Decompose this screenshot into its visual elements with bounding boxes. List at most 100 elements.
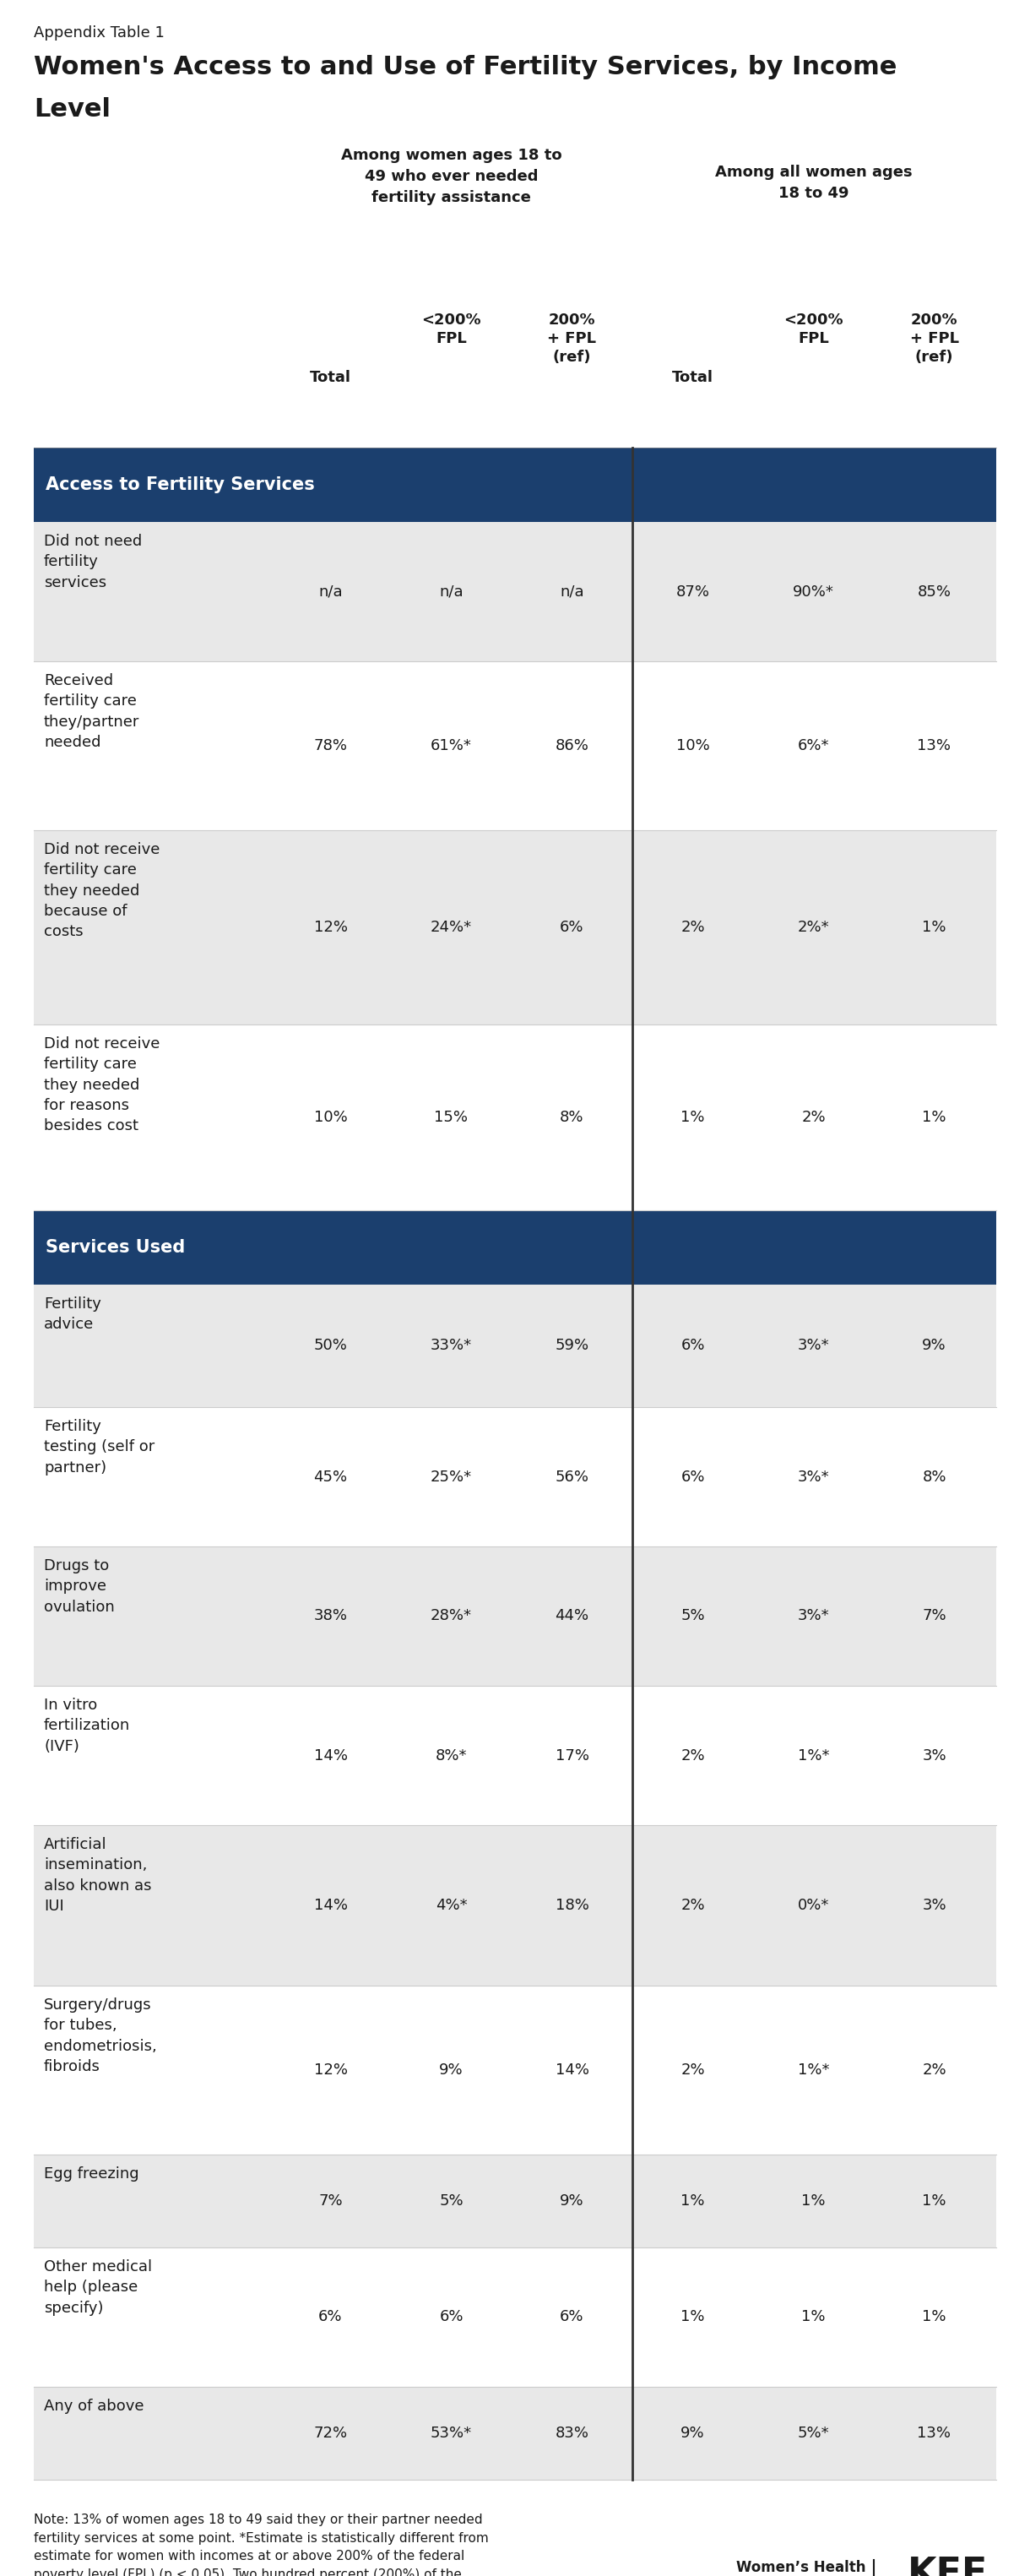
Text: <200%: <200% [784,312,844,327]
Text: Artificial
insemination,
also known as
IUI: Artificial insemination, also known as I… [44,1837,151,1914]
Bar [34,2154,996,2246]
Bar [34,1211,996,1285]
Bar [34,1406,996,1546]
Text: 15%: 15% [435,1110,469,1126]
Text: 2%*: 2%* [797,920,829,935]
Text: Appendix Table 1: Appendix Table 1 [34,26,165,41]
Text: 1%: 1% [922,2192,947,2208]
Text: 5%*: 5%* [797,2427,829,2442]
Bar [34,1285,996,1406]
Text: 9%: 9% [681,2427,705,2442]
Text: 83%: 83% [555,2427,589,2442]
Text: Drugs to
improve
ovulation: Drugs to improve ovulation [44,1558,114,1615]
Text: FPL: FPL [798,332,829,345]
Text: 3%*: 3%* [797,1607,829,1623]
Text: n/a: n/a [439,585,464,600]
Text: n/a: n/a [560,585,584,600]
Text: Did not receive
fertility care
they needed
for reasons
besides cost: Did not receive fertility care they need… [44,1036,160,1133]
Text: 28%*: 28%* [431,1607,472,1623]
Text: Women’s Health
Survey 2024: Women’s Health Survey 2024 [735,2561,865,2576]
Text: 13%: 13% [918,2427,951,2442]
Text: 200%: 200% [911,312,958,327]
Text: 2%: 2% [681,920,705,935]
Text: 2%: 2% [681,1749,705,1762]
Text: 3%: 3% [922,1749,947,1762]
Text: 25%*: 25%* [431,1468,472,1484]
Text: 56%: 56% [555,1468,589,1484]
Text: Did not need
fertility
services: Did not need fertility services [44,533,142,590]
Text: 1%: 1% [801,2192,825,2208]
Text: 3%: 3% [922,1899,947,1914]
Text: 0%*: 0%* [797,1899,829,1914]
Text: Women's Access to and Use of Fertility Services, by Income: Women's Access to and Use of Fertility S… [34,54,897,80]
Text: FPL: FPL [436,332,467,345]
Text: 33%*: 33%* [431,1340,472,1352]
Text: 17%: 17% [555,1749,589,1762]
Text: 24%*: 24%* [431,920,472,935]
Text: Surgery/drugs
for tubes,
endometriosis,
fibroids: Surgery/drugs for tubes, endometriosis, … [44,1996,157,2074]
Text: Note: 13% of women ages 18 to 49 said they or their partner needed
fertility ser: Note: 13% of women ages 18 to 49 said th… [34,2514,488,2576]
Text: 1%*: 1%* [797,1749,829,1762]
Text: 13%: 13% [918,739,951,752]
Text: Any of above: Any of above [44,2398,144,2414]
Text: Fertility
advice: Fertility advice [44,1296,101,1332]
Text: 59%: 59% [555,1340,589,1352]
Text: 6%: 6% [439,2311,464,2324]
Text: 6%*: 6%* [797,739,829,752]
Text: <200%: <200% [421,312,481,327]
Text: Total: Total [310,371,351,386]
Text: 1%: 1% [681,2311,705,2324]
Text: Received
fertility care
they/partner
needed: Received fertility care they/partner nee… [44,672,140,750]
Text: 9%: 9% [439,2063,464,2079]
Text: 61%*: 61%* [431,739,472,752]
Text: 3%*: 3%* [797,1340,829,1352]
Bar [34,2388,996,2481]
Text: 1%: 1% [922,1110,947,1126]
Text: 7%: 7% [922,1607,947,1623]
Text: n/a: n/a [318,585,343,600]
Text: 6%: 6% [560,920,584,935]
Text: In vitro
fertilization
(IVF): In vitro fertilization (IVF) [44,1698,130,1754]
Bar [34,1546,996,1685]
Bar [34,523,996,662]
Bar [34,1025,996,1211]
Text: 5%: 5% [681,1607,705,1623]
Bar [34,1826,996,1986]
Bar [34,1685,996,1826]
Text: 2%: 2% [801,1110,825,1126]
Text: Access to Fertility Services: Access to Fertility Services [45,477,315,492]
Text: 1%: 1% [681,1110,705,1126]
Text: Egg freezing: Egg freezing [44,2166,139,2182]
Text: 87%: 87% [676,585,710,600]
Bar [34,662,996,829]
Text: 2%: 2% [681,2063,705,2079]
Text: 85%: 85% [918,585,951,600]
Text: 90%*: 90%* [793,585,834,600]
Text: 1%*: 1%* [797,2063,829,2079]
Text: 44%: 44% [555,1607,589,1623]
Text: Among all women ages
18 to 49: Among all women ages 18 to 49 [715,165,913,201]
Text: 10%: 10% [676,739,710,752]
Text: 72%: 72% [313,2427,347,2442]
Text: Did not receive
fertility care
they needed
because of
costs: Did not receive fertility care they need… [44,842,160,940]
Text: 8%*: 8%* [436,1749,467,1762]
Text: 1%: 1% [922,2311,947,2324]
Text: 14%: 14% [314,1899,347,1914]
Text: 7%: 7% [318,2192,343,2208]
Text: 1%: 1% [801,2311,825,2324]
Text: 6%: 6% [681,1340,705,1352]
Text: 45%: 45% [313,1468,347,1484]
Text: + FPL: + FPL [909,332,959,345]
Text: 38%: 38% [314,1607,347,1623]
Text: 1%: 1% [681,2192,705,2208]
Text: KFF: KFF [907,2555,988,2576]
Text: 4%*: 4%* [436,1899,468,1914]
Text: 9%: 9% [560,2192,584,2208]
Text: Other medical
help (please
specify): Other medical help (please specify) [44,2259,152,2316]
Text: (ref): (ref) [915,350,954,366]
Text: Among women ages 18 to
49 who ever needed
fertility assistance: Among women ages 18 to 49 who ever neede… [341,147,561,206]
Text: 2%: 2% [922,2063,947,2079]
Text: 78%: 78% [314,739,347,752]
Text: 8%: 8% [922,1468,947,1484]
Bar [34,2246,996,2388]
